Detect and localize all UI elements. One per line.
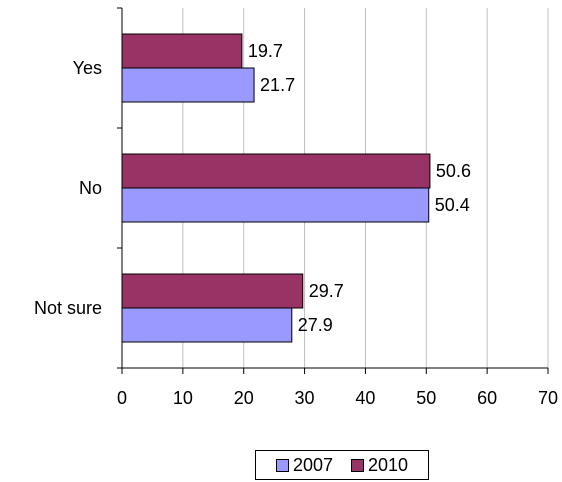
x-tick-label-30: 30 bbox=[295, 388, 315, 408]
bar-2010-2 bbox=[121, 273, 304, 309]
data-label-2007-1: 50.4 bbox=[435, 195, 470, 215]
x-tick-label-0: 0 bbox=[117, 388, 127, 408]
x-tick-label-70: 70 bbox=[538, 388, 558, 408]
x-tick-label-40: 40 bbox=[355, 388, 375, 408]
bar-2007-0 bbox=[121, 67, 255, 103]
data-label-2010-1: 50.6 bbox=[436, 161, 471, 181]
legend-label-2010: 2010 bbox=[368, 454, 409, 475]
data-label-2007-0: 21.7 bbox=[260, 75, 295, 95]
data-label-2010-2: 29.7 bbox=[309, 281, 344, 301]
legend-item-2007: 2007 bbox=[275, 454, 333, 476]
legend-item-2010: 2010 bbox=[351, 455, 408, 476]
x-tick-label-60: 60 bbox=[477, 388, 497, 408]
category-label-0: Yes bbox=[73, 58, 102, 78]
x-tick-label-50: 50 bbox=[416, 388, 436, 408]
bar-2010-1 bbox=[121, 153, 431, 189]
bar-2007-1 bbox=[121, 187, 430, 223]
bar-chart: 0 10 20 30 40 50 60 70 Yes 19.7 21.7 No 50.6 50.4 Not … bbox=[34, 7, 558, 408]
legend-swatch-2007 bbox=[275, 458, 289, 472]
bar-2007-2 bbox=[121, 307, 293, 343]
category-label-1: No bbox=[79, 178, 102, 198]
data-label-2010-0: 19.7 bbox=[248, 41, 283, 61]
data-label-2007-2: 27.9 bbox=[298, 315, 333, 335]
legend-swatch-2010 bbox=[351, 458, 364, 472]
legend-label-2007: 2007 bbox=[292, 454, 333, 475]
category-label-2: Not sure bbox=[34, 298, 102, 318]
x-tick-label-20: 20 bbox=[234, 388, 254, 408]
x-tick-label-10: 10 bbox=[173, 388, 193, 408]
bar-2010-0 bbox=[121, 33, 243, 69]
chart-legend: 2007 2010 bbox=[255, 450, 429, 480]
